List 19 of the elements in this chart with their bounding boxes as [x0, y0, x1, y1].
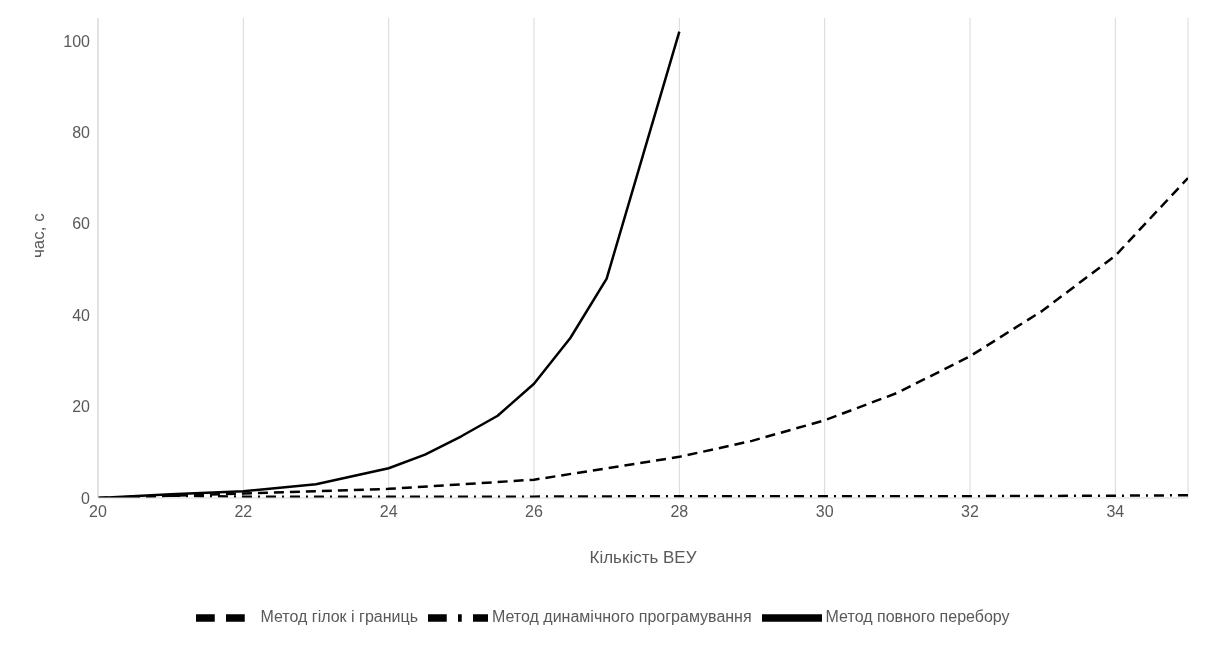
x-tick-label: 24 — [379, 503, 398, 521]
y-tick-label: 20 — [72, 398, 91, 416]
x-tick-label: 32 — [961, 503, 979, 521]
x-tick-label: 22 — [234, 503, 253, 521]
y-tick-label: 80 — [72, 123, 91, 141]
x-tick-label: 20 — [89, 503, 107, 521]
y-tick-label: 0 — [81, 489, 91, 507]
y-tick-label: 60 — [72, 215, 91, 233]
x-tick-label: 28 — [670, 503, 689, 521]
y-tick-label: 100 — [63, 32, 91, 50]
x-tick-label: 30 — [815, 503, 834, 521]
legend-label: Метод гілок і границь — [260, 608, 418, 626]
legend-label: Метод динамічного програмування — [491, 608, 752, 626]
legend-label: Метод повного перебору — [825, 608, 1010, 626]
y-tick-label: 40 — [72, 306, 91, 324]
x-tick-label: 34 — [1106, 503, 1125, 521]
y-axis-title: час, с — [29, 212, 49, 258]
x-axis-title: Кількість ВЕУ — [589, 548, 697, 567]
x-tick-label: 26 — [525, 503, 543, 521]
